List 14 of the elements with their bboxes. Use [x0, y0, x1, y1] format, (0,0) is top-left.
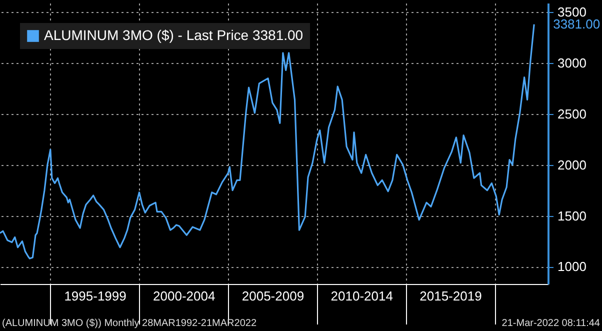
legend-label: ALUMINUM 3MO ($) - Last Price 3381.00 [44, 27, 304, 43]
y-tick-label: 2000 [558, 157, 586, 172]
y-tick-label: 3000 [558, 56, 586, 71]
line-series [0, 23, 535, 260]
text: (ALUMINUM 3MO ($)) Monthly 28MAR1992-21MAR2022 [2, 318, 257, 329]
x-tick-label: 2010-2014 [330, 288, 393, 304]
y-tick-label: 1500 [558, 208, 586, 224]
y-tick-label: 1000 [558, 259, 586, 274]
text: 21-Mar-2022 08:11:44 [502, 318, 600, 329]
x-tick-label: 1995-1999 [64, 288, 126, 304]
x-tick-label: 2005-2009 [242, 288, 304, 304]
x-tick-label: 2000-2004 [153, 288, 216, 304]
y-tick-label: 2500 [558, 106, 586, 122]
x-tick-label: 2015-2019 [420, 288, 482, 304]
